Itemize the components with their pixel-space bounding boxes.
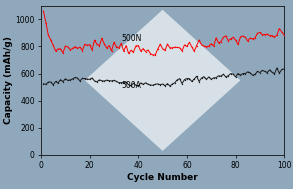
X-axis label: Cycle Number: Cycle Number [127,173,198,182]
Text: 500A: 500A [121,81,141,91]
Y-axis label: Capacity (mAh/g): Capacity (mAh/g) [4,36,13,124]
Text: 500N: 500N [121,34,142,43]
Polygon shape [85,10,241,151]
